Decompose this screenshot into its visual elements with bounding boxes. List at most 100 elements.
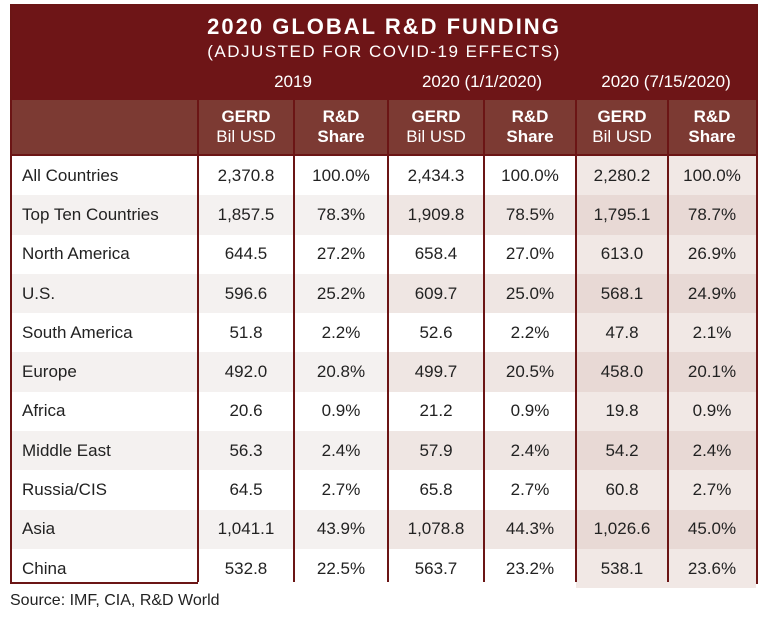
table-cell: 56.3 (198, 431, 294, 471)
table-cell: 0.9% (294, 391, 388, 432)
table-row: North America 644.5 27.2% 658.4 27.0% 613.0 26… (12, 234, 756, 274)
column-header-line1: GERD (221, 107, 271, 126)
table-cell: 27.0% (484, 234, 576, 274)
table-cell: 54.2 (576, 431, 668, 471)
column-header-line1: GERD (411, 107, 461, 126)
table-row: All Countries 2,370.8 100.0% 2,434.3 100.0% 2… (12, 156, 756, 196)
table-cell: 538.1 (576, 548, 668, 589)
table-cell: 43.9% (294, 509, 388, 549)
table-cell: 1,078.8 (388, 509, 484, 549)
row-label: U.S. (12, 273, 198, 314)
column-header-line1: R&D (322, 107, 360, 126)
table-cell: 2.1% (668, 313, 756, 353)
table-row: China 532.8 22.5% 563.7 23.2% 538.1 23.6% (12, 548, 756, 589)
column-divider (575, 100, 577, 582)
table-row: Asia 1,041.1 43.9% 1,078.8 44.3% 1,026.6 45.0% (12, 509, 756, 549)
table-cell: 26.9% (668, 234, 756, 274)
table-cell: 27.2% (294, 234, 388, 274)
table-cell: 2.4% (484, 431, 576, 471)
column-header-line1: R&D (693, 107, 731, 126)
table-cell: 51.8 (198, 313, 294, 353)
rd-funding-table: 2020 GLOBAL R&D FUNDING (ADJUSTED FOR CO… (10, 4, 758, 589)
table-cell: 57.9 (388, 431, 484, 471)
table-cell: 20.8% (294, 352, 388, 392)
column-header-line2: Bil USD (592, 127, 652, 146)
table-cell: 1,026.6 (576, 509, 668, 549)
table-cell: 2,280.2 (576, 156, 668, 196)
table-cell: 100.0% (668, 156, 756, 196)
table-cell: 563.7 (388, 548, 484, 589)
table-cell: 596.6 (198, 273, 294, 314)
table-cell: 23.6% (668, 548, 756, 589)
column-header-line2: Share (506, 127, 554, 146)
table-cell: 47.8 (576, 313, 668, 353)
column-header-line1: R&D (511, 107, 549, 126)
table-cell: 658.4 (388, 234, 484, 274)
row-label: Top Ten Countries (12, 195, 198, 235)
table-cell: 2.2% (294, 313, 388, 353)
table-cell: 20.5% (484, 352, 576, 392)
table-cell: 2.7% (294, 470, 388, 510)
table-cell: 52.6 (388, 313, 484, 353)
table-cell: 609.7 (388, 273, 484, 314)
row-label: Africa (22, 401, 66, 421)
table-cell: 45.0% (668, 509, 756, 549)
table-row: South America 51.8 2.2% 52.6 2.2% 47.8 2.1% (12, 313, 756, 353)
column-header-band (12, 100, 756, 156)
column-header: GERD Bil USD (576, 100, 668, 156)
table-cell: 2.7% (668, 470, 756, 510)
group-label-2019: 2019 (274, 72, 312, 91)
row-label: All Countries (22, 165, 119, 185)
row-label: Middle East (12, 431, 198, 471)
table-cell: 568.1 (576, 273, 668, 314)
table-subtitle: (ADJUSTED FOR COVID-19 EFFECTS) (207, 42, 561, 61)
table-row: Africa 20.6 0.9% 21.2 0.9% 19.8 0.9% (12, 391, 756, 432)
table-cell: 19.8 (576, 391, 668, 432)
group-label-2020-jan: 2020 (1/1/2020) (421, 72, 543, 91)
table-cell: 60.8 (576, 470, 668, 510)
table-row: U.S. 596.6 25.2% 609.7 25.0% 568.1 24.9% (12, 273, 756, 314)
source-note: Source: IMF, CIA, R&D World (10, 592, 220, 609)
table-cell: 0.9% (484, 391, 576, 432)
table-cell: 613.0 (576, 234, 668, 274)
column-header: R&D Share (484, 100, 576, 156)
row-label: Asia (12, 509, 198, 549)
column-header-line2: Bil USD (216, 127, 276, 146)
table-cell: 1,795.1 (576, 195, 668, 235)
table-cell: 2.4% (294, 431, 388, 471)
group-label-2020-jul: 2020 (7/15/2020) (601, 72, 731, 91)
column-header: R&D Share (294, 100, 388, 156)
title-band: 2020 GLOBAL R&D FUNDING (ADJUSTED FOR CO… (12, 6, 756, 100)
table-cell: 24.9% (668, 273, 756, 314)
table-cell: 492.0 (198, 352, 294, 392)
column-divider (387, 100, 389, 582)
table-cell: 1,857.5 (198, 195, 294, 235)
table-cell: 100.0% (294, 156, 388, 196)
table-cell: 100.0% (484, 156, 576, 196)
column-divider (483, 100, 485, 582)
column-divider (293, 100, 295, 582)
table-cell: 458.0 (576, 352, 668, 392)
table-cell: 1,909.8 (388, 195, 484, 235)
table-cell: 22.5% (294, 548, 388, 589)
table-cell: 65.8 (388, 470, 484, 510)
table-cell: 2.4% (668, 431, 756, 471)
table-cell: 44.3% (484, 509, 576, 549)
table-cell: 2.7% (484, 470, 576, 510)
table-cell: 20.1% (668, 352, 756, 392)
table-cell: 25.0% (484, 273, 576, 314)
column-header: GERD Bil USD (198, 100, 294, 156)
column-header: R&D Share (668, 100, 756, 156)
table-cell: 78.7% (668, 195, 756, 235)
table-row: Russia/CIS 64.5 2.7% 65.8 2.7% 60.8 2.7% (12, 470, 756, 510)
table-row: Middle East 56.3 2.4% 57.9 2.4% 54.2 2.4% (12, 431, 756, 471)
row-label: Europe (12, 352, 198, 392)
column-divider (667, 100, 669, 582)
table-cell: 64.5 (198, 470, 294, 510)
row-label: South America (22, 322, 133, 342)
row-label: North America (22, 244, 130, 264)
column-header: GERD Bil USD (388, 100, 484, 156)
row-label: China (22, 558, 67, 578)
table-row: Europe 492.0 20.8% 499.7 20.5% 458.0 20.1% (12, 352, 756, 392)
table-cell: 532.8 (198, 548, 294, 589)
